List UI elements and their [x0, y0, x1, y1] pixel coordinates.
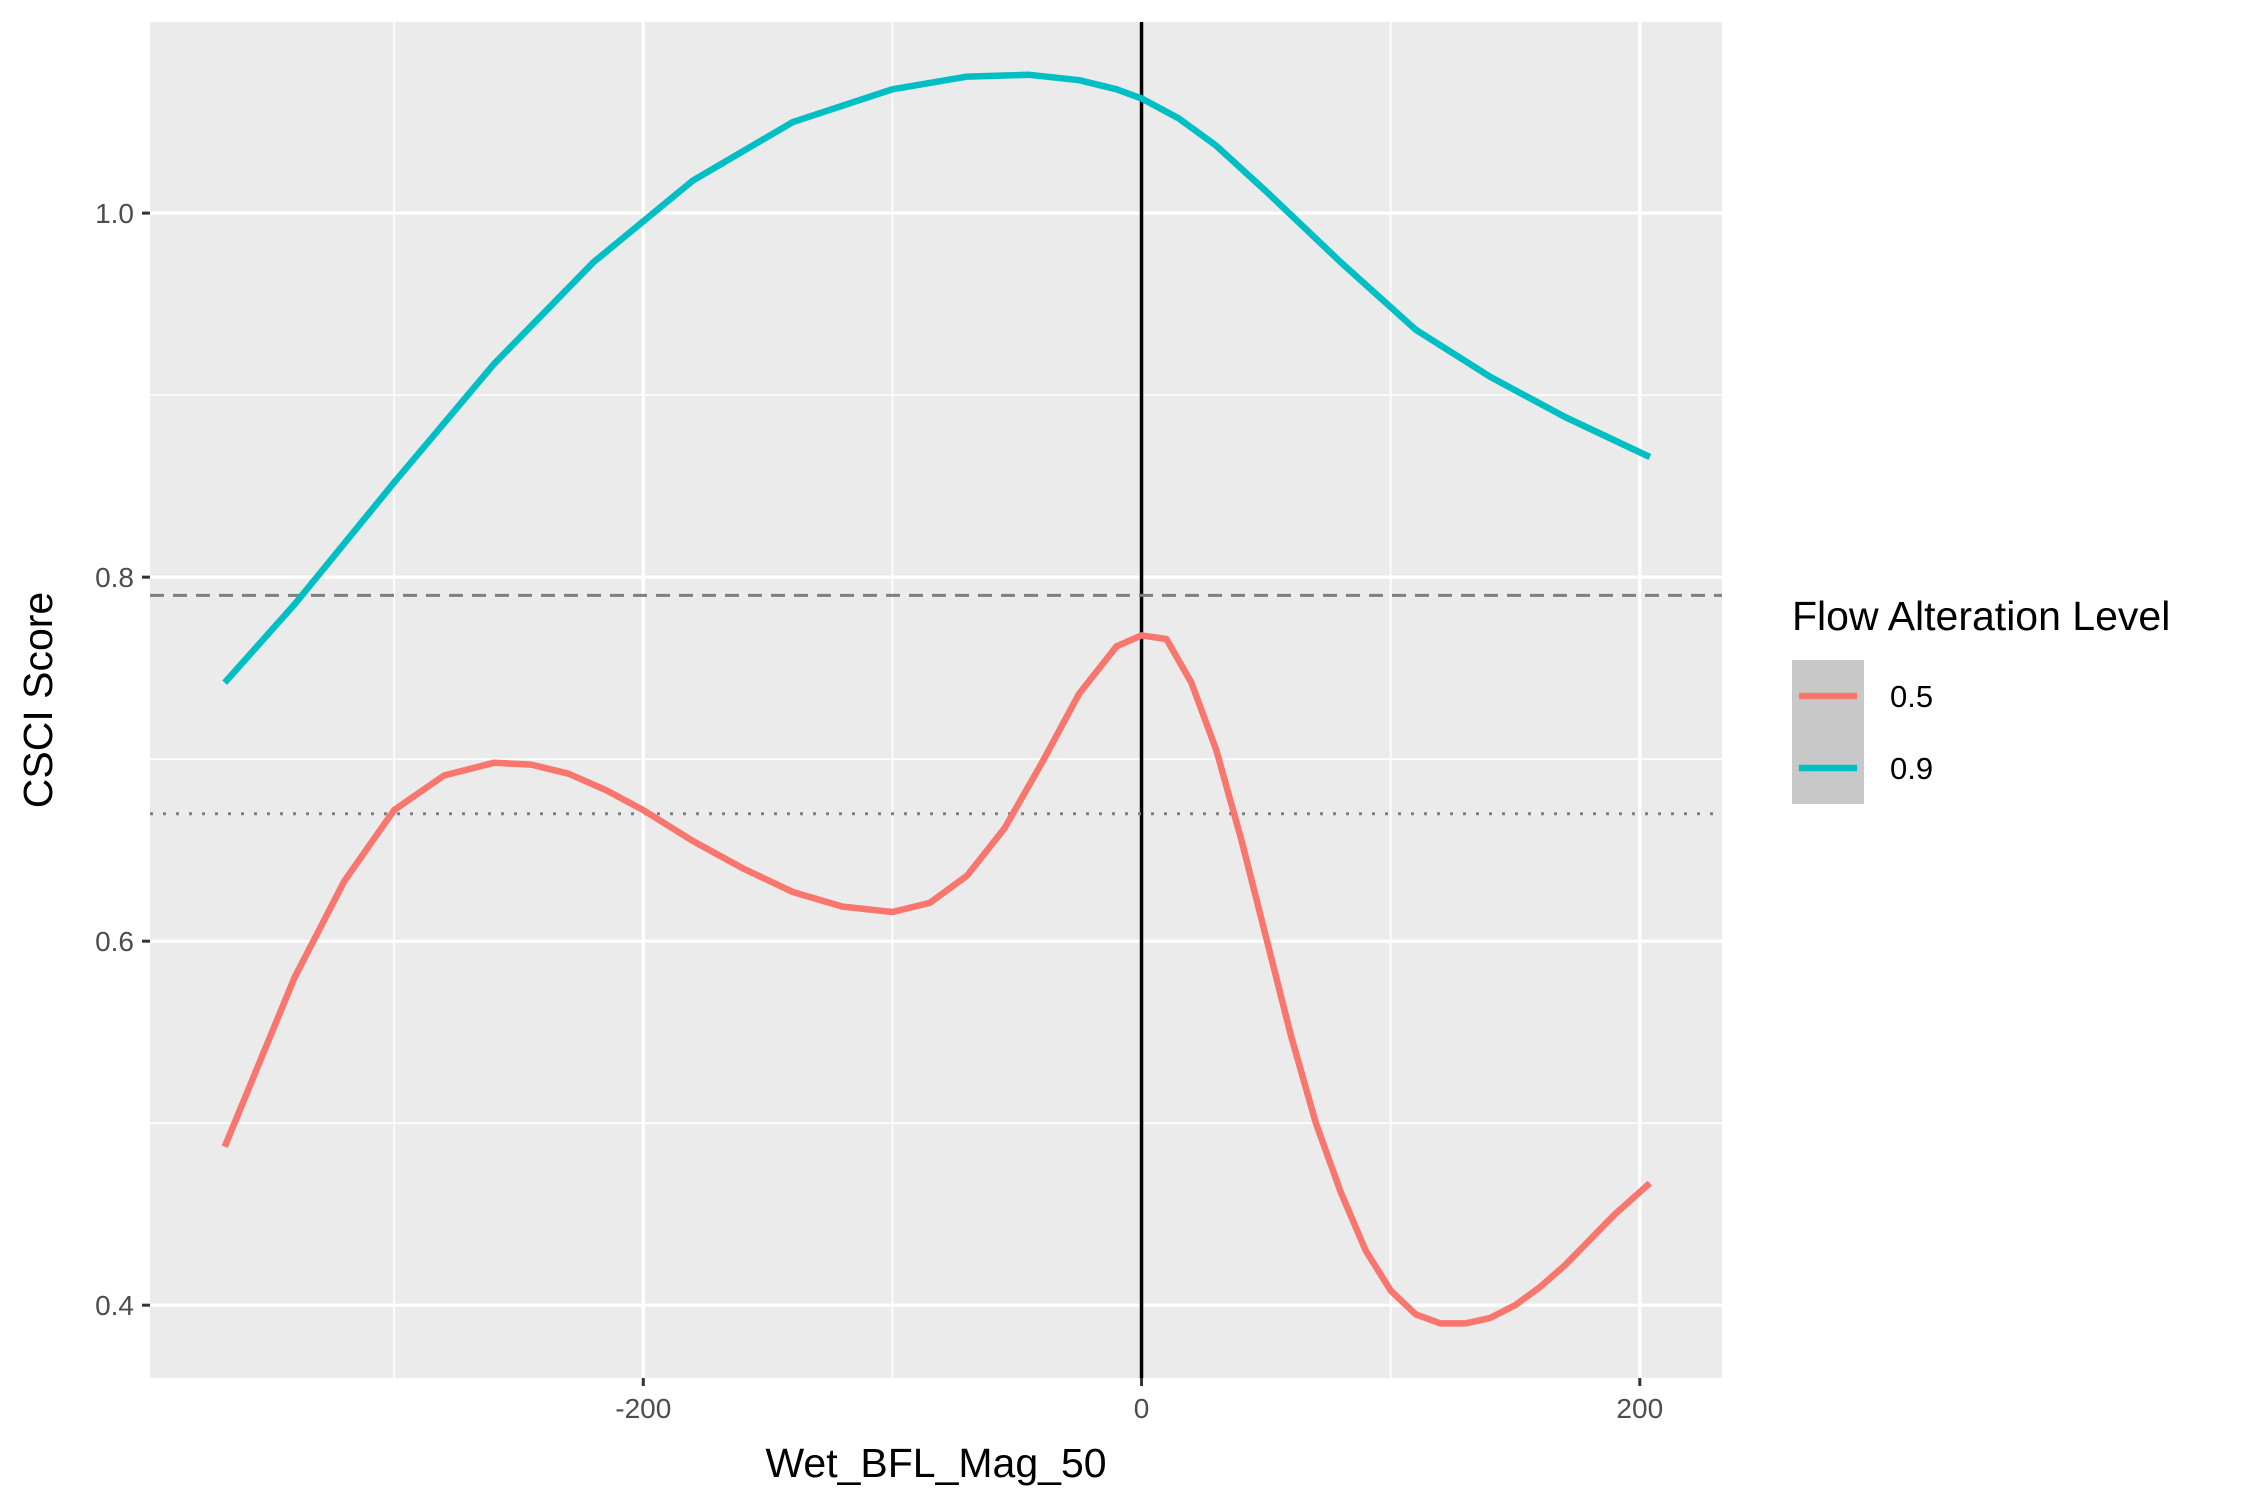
series-lines: [221, 71, 1652, 1327]
y-tick-label: 0.6: [95, 926, 134, 957]
x-axis-title: Wet_BFL_Mag_50: [765, 1440, 1106, 1486]
legend-title: Flow Alteration Level: [1792, 593, 2170, 639]
plot-panel: [150, 22, 1722, 1378]
legend-label: 0.5: [1890, 679, 1933, 714]
x-tick-label: -200: [615, 1393, 671, 1424]
legend: Flow Alteration Level 0.5 0.9: [1792, 593, 2170, 804]
reference-lines: [150, 22, 1722, 1378]
legend-key-background: [1792, 660, 1864, 804]
series-line-0.5: [221, 632, 1652, 1327]
y-tick-label: 0.4: [95, 1290, 134, 1321]
x-tick-label: 0: [1134, 1393, 1150, 1424]
x-tick-label: 200: [1616, 1393, 1663, 1424]
y-axis-title: CSCI Score: [15, 592, 61, 808]
axes: 0.4 0.6 0.8 1.0 -200 0 200: [95, 198, 1663, 1424]
y-tick-label: 0.8: [95, 562, 134, 593]
series-line-0.9: [222, 71, 1652, 685]
y-tick-label: 1.0: [95, 198, 134, 229]
legend-label: 0.9: [1890, 751, 1933, 786]
